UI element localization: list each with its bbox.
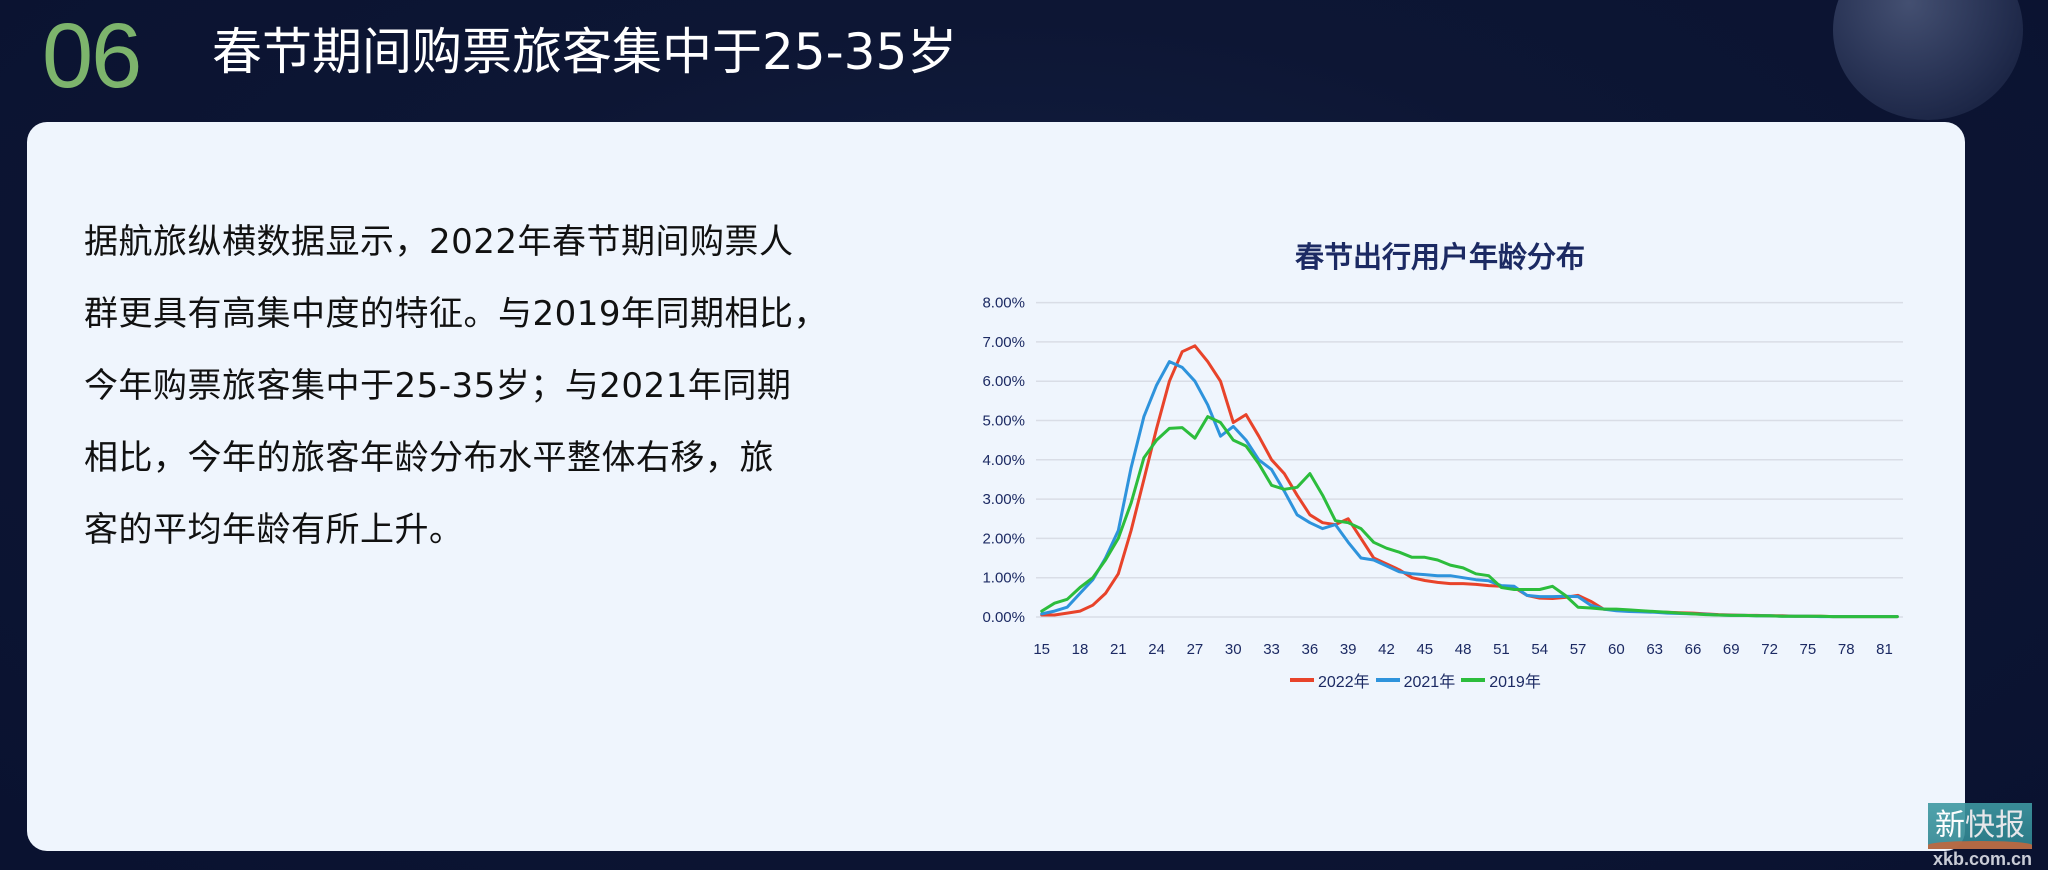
- x-tick-label: 72: [1761, 641, 1778, 658]
- paragraph-line: 据航旅纵横数据显示，2022年春节期间购票人: [84, 222, 794, 262]
- x-tick-label: 21: [1110, 641, 1127, 658]
- x-tick-label: 66: [1685, 641, 1702, 658]
- x-tick-label: 15: [1033, 641, 1050, 658]
- page-title: 春节期间购票旅客集中于25-35岁: [212, 23, 958, 81]
- legend-item-2022: 2022年: [1290, 668, 1370, 692]
- x-tick-label: 51: [1493, 641, 1510, 658]
- y-tick-label: 3.00%: [982, 491, 1025, 508]
- x-tick-label: 42: [1378, 641, 1395, 658]
- paragraph-line: 客的平均年龄有所上升。: [84, 510, 464, 550]
- x-tick-label: 30: [1225, 641, 1242, 658]
- x-tick-label: 39: [1340, 641, 1357, 658]
- x-tick-label: 63: [1646, 641, 1663, 658]
- legend-swatch-2021: [1375, 678, 1400, 682]
- x-tick-label: 54: [1531, 641, 1548, 658]
- legend-item-2021: 2021年: [1375, 668, 1456, 692]
- y-tick-label: 2.00%: [982, 530, 1025, 547]
- x-tick-label: 69: [1723, 641, 1740, 658]
- x-tick-label: 57: [1570, 641, 1587, 658]
- y-tick-label: 7.00%: [982, 334, 1025, 351]
- description-paragraph: 据航旅纵横数据显示，2022年春节期间购票人 群更具有高集中度的特征。与2019…: [84, 206, 944, 566]
- y-tick-label: 5.00%: [982, 413, 1025, 430]
- x-tick-label: 60: [1608, 641, 1625, 658]
- chart-title: 春节出行用户年龄分布: [1294, 240, 1585, 274]
- legend-label-2019: 2019年: [1489, 674, 1541, 691]
- y-tick-label: 6.00%: [982, 373, 1025, 390]
- legend-label-2021: 2021年: [1403, 674, 1456, 691]
- x-tick-label: 48: [1455, 641, 1472, 658]
- paragraph-line: 今年购票旅客集中于25-35岁；与2021年同期: [84, 366, 792, 406]
- y-tick-label: 0.00%: [982, 609, 1025, 626]
- y-tick-label: 8.00%: [982, 295, 1025, 312]
- legend-swatch-2022: [1290, 678, 1314, 682]
- legend-label-2022: 2022年: [1318, 674, 1370, 691]
- paragraph-line: 相比，今年的旅客年龄分布水平整体右移，旅: [84, 438, 774, 478]
- watermark-swoosh: [1928, 841, 2032, 849]
- x-tick-label: 36: [1302, 641, 1319, 658]
- y-tick-label: 4.00%: [982, 452, 1025, 469]
- series-line-2022: [1040, 344, 1899, 619]
- paragraph-line: 群更具有高集中度的特征。与2019年同期相比，: [84, 294, 829, 334]
- legend-item-2019: 2019年: [1461, 668, 1541, 692]
- series-line-2019: [1040, 415, 1899, 619]
- x-tick-label: 45: [1416, 641, 1433, 658]
- x-tick-label: 78: [1838, 641, 1855, 658]
- x-tick-label: 81: [1876, 641, 1893, 658]
- x-tick-label: 18: [1072, 641, 1089, 658]
- watermark-url: xkb.com.cn: [1932, 849, 2033, 869]
- legend-swatch-2019: [1461, 678, 1486, 682]
- x-tick-label: 24: [1148, 641, 1165, 658]
- content-card: [27, 122, 1965, 851]
- x-tick-label: 27: [1187, 641, 1204, 658]
- x-tick-label: 33: [1263, 641, 1280, 658]
- chart-legend: 2022年 2021年 2019年: [1290, 668, 1541, 692]
- x-tick-label: 75: [1800, 641, 1817, 658]
- y-tick-label: 1.00%: [982, 570, 1025, 587]
- section-number: 06: [42, 5, 142, 107]
